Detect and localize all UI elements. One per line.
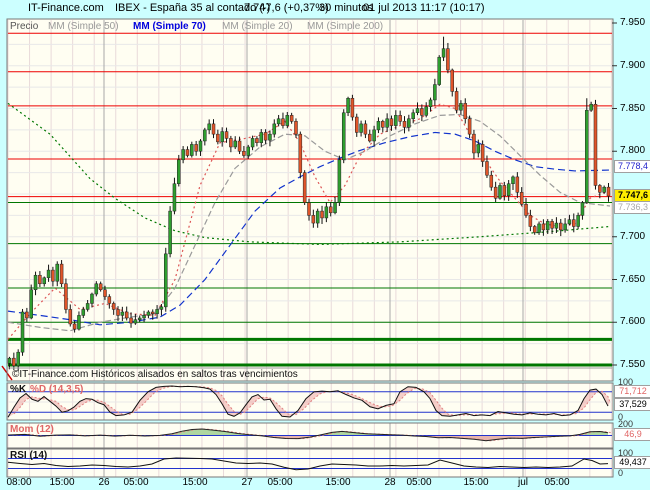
mom-axis-top: 200 bbox=[618, 419, 634, 429]
brand-label: IT-Finance.com bbox=[28, 2, 104, 14]
x-axis-label: 27 bbox=[241, 477, 253, 488]
ma-line bbox=[7, 113, 611, 332]
stoch-k-value-badge: 37,529 bbox=[614, 398, 650, 411]
momentum-line bbox=[7, 428, 609, 442]
rsi-label: RSI (14) bbox=[10, 450, 48, 461]
legend-item-mm50[interactable]: MM (Simple 50) bbox=[48, 21, 119, 32]
stochastic-k-line bbox=[7, 385, 609, 418]
ma-value-badge: 7.736,3 bbox=[614, 201, 650, 214]
stochastic-k-label: %K bbox=[10, 384, 27, 395]
ma-line bbox=[7, 102, 611, 246]
stochastic-d-label: %D (14,3,5) bbox=[30, 384, 84, 395]
x-axis-label: 15:00 bbox=[325, 477, 351, 488]
stoch-axis-bottom: 0 bbox=[618, 412, 624, 422]
price-axis-tick: 7.650 bbox=[620, 273, 646, 285]
rsi-value-badge: 49,437 bbox=[614, 456, 650, 469]
price-axis-tick: 7.900 bbox=[620, 59, 646, 71]
price-axis-tick: 7.950 bbox=[620, 17, 646, 28]
last-price-change: 7.747,6 (+0,37%) bbox=[244, 2, 329, 14]
rsi-axis-bottom: 0 bbox=[618, 468, 624, 478]
legend-item-mm20[interactable]: MM (Simple 20) bbox=[222, 21, 293, 32]
x-axis-label: jul bbox=[517, 477, 529, 488]
momentum-label: Mom (12) bbox=[10, 424, 54, 435]
price-axis-tick: 7.600 bbox=[620, 316, 646, 328]
instrument-title: IBEX - España 35 al contado (-) bbox=[115, 2, 271, 14]
datetime-label: 01 jul 2013 11:17 (10:17) bbox=[363, 2, 485, 14]
stoch-d-value-badge: 71,712 bbox=[614, 385, 650, 398]
x-axis-label: 05:00 bbox=[544, 477, 570, 488]
x-axis-label: 05:00 bbox=[123, 477, 149, 488]
x-axis-label: 26 bbox=[98, 477, 110, 488]
x-axis-label: 05:00 bbox=[267, 477, 293, 488]
mom-value-badge: 46,9 bbox=[614, 428, 650, 441]
x-axis-label: 15:00 bbox=[49, 477, 75, 488]
x-axis-label: 05:00 bbox=[406, 477, 432, 488]
watermark-text: ©IT-Finance.com Históricos alisados en s… bbox=[12, 369, 298, 380]
x-axis-label: 15:00 bbox=[182, 477, 208, 488]
price-axis-tick: 7.550 bbox=[620, 359, 646, 370]
legend-item-mm70[interactable]: MM (Simple 70) bbox=[133, 21, 206, 32]
price-axis-tick: 7.850 bbox=[620, 102, 646, 114]
price-axis-tick: 7.700 bbox=[620, 230, 646, 242]
x-axis-label: 08:00 bbox=[6, 477, 32, 488]
x-axis-label: 15:00 bbox=[463, 477, 489, 488]
legend-item-mm200[interactable]: MM (Simple 200) bbox=[307, 21, 384, 32]
timeframe-label: 30 minutos bbox=[319, 2, 373, 14]
price-axis-tick: 7.800 bbox=[620, 145, 646, 157]
ma70-value-badge: 7.778,4 bbox=[614, 160, 650, 173]
rsi-axis-top: 100 bbox=[618, 448, 634, 458]
ma-line bbox=[7, 131, 611, 326]
rsi-line bbox=[7, 457, 609, 471]
x-axis-label: 28 bbox=[384, 477, 396, 488]
legend-item-precio[interactable]: Precio bbox=[10, 21, 39, 32]
stoch-axis-top: 100 bbox=[618, 377, 634, 387]
candlesticks bbox=[7, 36, 611, 372]
